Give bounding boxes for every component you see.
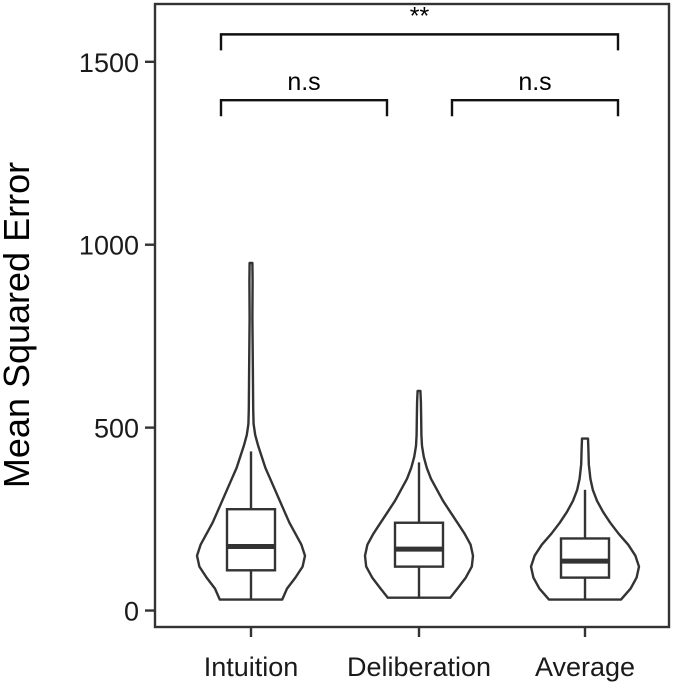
panel-border xyxy=(153,2,671,629)
y-tick-label: 1000 xyxy=(79,231,139,261)
y-tick-label: 500 xyxy=(94,414,139,444)
x-tick-label: Average xyxy=(535,652,635,682)
y-axis: 0 500 1000 1500 xyxy=(79,48,155,627)
significance-label: n.s xyxy=(518,68,551,96)
significance-bracket xyxy=(219,33,620,51)
box-iqr xyxy=(559,537,611,579)
y-tick-label: 1500 xyxy=(79,48,139,78)
plot-panel xyxy=(153,2,671,629)
violins xyxy=(195,261,641,601)
x-tick-label: Intuition xyxy=(204,652,299,682)
violin-deliberation xyxy=(363,389,475,599)
x-tick-label: Deliberation xyxy=(347,652,491,682)
box-iqr xyxy=(225,508,277,572)
significance-label: ** xyxy=(410,2,430,30)
significance-bracket xyxy=(450,99,620,117)
significance-bracket xyxy=(219,99,389,117)
violin-average xyxy=(529,437,641,601)
significance-brackets: n.s n.s ** xyxy=(219,2,620,117)
y-axis-title: Mean Squared Error xyxy=(0,162,37,488)
x-axis: Intuition Deliberation Average xyxy=(204,627,635,682)
violin-intuition xyxy=(195,261,307,601)
y-tick-label: 0 xyxy=(124,597,139,627)
box-iqr xyxy=(393,521,445,568)
significance-label: n.s xyxy=(287,68,320,96)
